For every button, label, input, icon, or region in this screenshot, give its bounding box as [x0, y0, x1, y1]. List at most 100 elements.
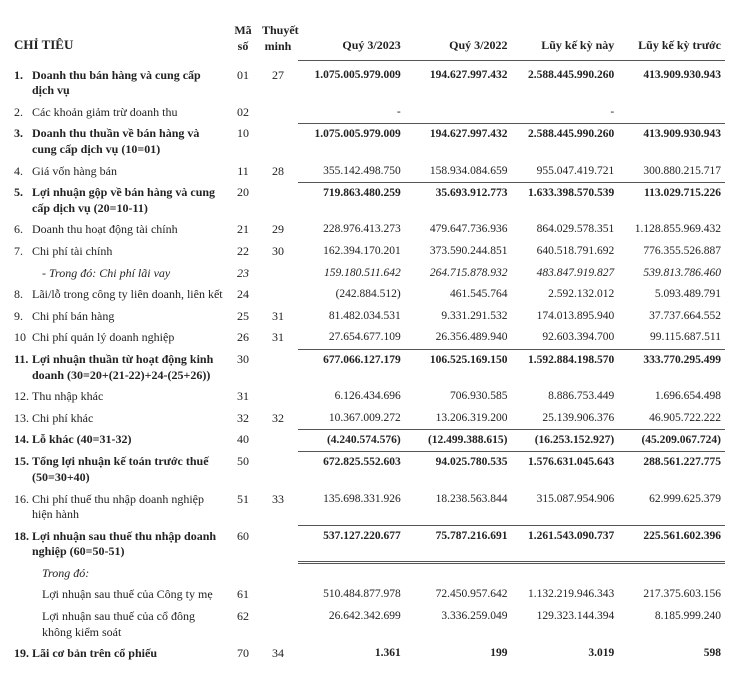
table-row: Lợi nhuận sau thuế của cổ đông không kiể…	[10, 606, 725, 643]
table-row: 14.Lỗ khác (40=31-32)40(4.240.574.576)(1…	[10, 429, 725, 451]
row-val-1	[405, 563, 512, 585]
row-title: Các khoản giảm trừ doanh thu	[28, 102, 228, 124]
row-val-0: 1.075.005.979.009	[298, 123, 405, 160]
row-index: 5.	[10, 182, 28, 219]
row-val-1: 94.025.780.535	[405, 451, 512, 488]
table-row: 8.Lãi/lỗ trong công ty liên doanh, liên …	[10, 284, 725, 306]
table-row: 6.Doanh thu hoạt động tài chính2129228.9…	[10, 219, 725, 241]
table-row: 16.Chi phí thuế thu nhập doanh nghiệp hi…	[10, 489, 725, 526]
row-val-2: 8.886.753.449	[512, 386, 619, 408]
row-val-3: 333.770.295.499	[618, 349, 725, 386]
row-val-3: 62.999.625.379	[618, 489, 725, 526]
row-tm	[258, 284, 298, 306]
row-val-0: 228.976.413.273	[298, 219, 405, 241]
row-val-3: 1.128.855.969.432	[618, 219, 725, 241]
row-tm: 30	[258, 241, 298, 263]
row-maso: 32	[228, 408, 258, 430]
row-val-3: 598	[618, 643, 725, 665]
row-title: Lợi nhuận gộp về bán hàng và cung cấp dị…	[28, 182, 228, 219]
row-title: Chi phí bán hàng	[28, 306, 228, 328]
row-val-3: 539.813.786.460	[618, 263, 725, 285]
row-val-3: 5.093.489.791	[618, 284, 725, 306]
table-row: 7.Chi phí tài chính2230162.394.170.20137…	[10, 241, 725, 263]
row-val-1: 194.627.997.432	[405, 65, 512, 102]
row-val-3	[618, 102, 725, 124]
row-val-0: (4.240.574.576)	[298, 429, 405, 451]
hdr-col2: Quý 3/2022	[405, 20, 512, 60]
row-tm	[258, 123, 298, 160]
row-title: Lợi nhuận sau thuế thu nhập doanh nghiệp…	[28, 526, 228, 563]
table-row: 10Chi phí quản lý doanh nghiệp263127.654…	[10, 327, 725, 349]
row-val-2: (16.253.152.927)	[512, 429, 619, 451]
row-index	[10, 563, 28, 585]
row-title: Lãi/lỗ trong công ty liên doanh, liên kế…	[28, 284, 228, 306]
row-val-2: -	[512, 102, 619, 124]
row-title: Tổng lợi nhuận kế toán trước thuế (50=30…	[28, 451, 228, 488]
table-row: Lợi nhuận sau thuế của Công ty mẹ61510.4…	[10, 584, 725, 606]
row-val-0: 159.180.511.642	[298, 263, 405, 285]
row-val-2: 1.633.398.570.539	[512, 182, 619, 219]
row-val-2: 2.592.132.012	[512, 284, 619, 306]
table-row: 9.Chi phí bán hàng253181.482.034.5319.33…	[10, 306, 725, 328]
row-maso: 31	[228, 386, 258, 408]
row-val-1: 75.787.216.691	[405, 526, 512, 563]
row-val-3: 300.880.215.717	[618, 161, 725, 183]
row-tm: 33	[258, 489, 298, 526]
row-val-3: 37.737.664.552	[618, 306, 725, 328]
row-val-2: 1.592.884.198.570	[512, 349, 619, 386]
row-title: Chi phí quản lý doanh nghiệp	[28, 327, 228, 349]
row-title: Doanh thu thuần về bán hàng và cung cấp …	[28, 123, 228, 160]
table-row: 13.Chi phí khác323210.367.009.27213.206.…	[10, 408, 725, 430]
hdr-maso: Mã số	[228, 20, 258, 60]
row-val-1: 35.693.912.773	[405, 182, 512, 219]
row-val-2: 1.576.631.045.643	[512, 451, 619, 488]
row-val-1: 13.206.319.200	[405, 408, 512, 430]
row-maso: 61	[228, 584, 258, 606]
row-index: 13.	[10, 408, 28, 430]
row-maso: 25	[228, 306, 258, 328]
row-val-2: 955.047.419.721	[512, 161, 619, 183]
row-val-1: 194.627.997.432	[405, 123, 512, 160]
row-index: 9.	[10, 306, 28, 328]
row-maso: 01	[228, 65, 258, 102]
row-maso: 10	[228, 123, 258, 160]
row-maso: 51	[228, 489, 258, 526]
row-index: 10	[10, 327, 28, 349]
row-val-1: 373.590.244.851	[405, 241, 512, 263]
row-tm	[258, 386, 298, 408]
row-val-1: 9.331.291.532	[405, 306, 512, 328]
table-row: 19.Lãi cơ bản trên cổ phiếu70341.3611993…	[10, 643, 725, 665]
row-val-3: 46.905.722.222	[618, 408, 725, 430]
row-val-2: 129.323.144.394	[512, 606, 619, 643]
row-val-1: 706.930.585	[405, 386, 512, 408]
row-tm	[258, 606, 298, 643]
table-row: 1.Doanh thu bán hàng và cung cấp dịch vụ…	[10, 65, 725, 102]
row-val-1: 106.525.169.150	[405, 349, 512, 386]
row-val-0: 1.361	[298, 643, 405, 665]
row-val-1: 199	[405, 643, 512, 665]
row-val-0: (242.884.512)	[298, 284, 405, 306]
row-maso: 23	[228, 263, 258, 285]
row-val-1	[405, 102, 512, 124]
row-val-0: -	[298, 102, 405, 124]
row-val-2: 25.139.906.376	[512, 408, 619, 430]
table-row: 18.Lợi nhuận sau thuế thu nhập doanh ngh…	[10, 526, 725, 563]
row-index: 16.	[10, 489, 28, 526]
row-val-2: 483.847.919.827	[512, 263, 619, 285]
row-val-3: (45.209.067.724)	[618, 429, 725, 451]
row-tm	[258, 102, 298, 124]
row-val-2: 3.019	[512, 643, 619, 665]
row-val-2: 640.518.791.692	[512, 241, 619, 263]
row-val-1: 26.356.489.940	[405, 327, 512, 349]
table-row: 2.Các khoản giảm trừ doanh thu02--	[10, 102, 725, 124]
row-index: 12.	[10, 386, 28, 408]
row-val-3: 413.909.930.943	[618, 123, 725, 160]
row-index: 14.	[10, 429, 28, 451]
row-val-2: 315.087.954.906	[512, 489, 619, 526]
row-title: Lợi nhuận sau thuế của Công ty mẹ	[28, 584, 228, 606]
row-val-0	[298, 563, 405, 585]
row-val-0: 672.825.552.603	[298, 451, 405, 488]
row-tm: 29	[258, 219, 298, 241]
row-maso: 02	[228, 102, 258, 124]
row-title: Doanh thu bán hàng và cung cấp dịch vụ	[28, 65, 228, 102]
